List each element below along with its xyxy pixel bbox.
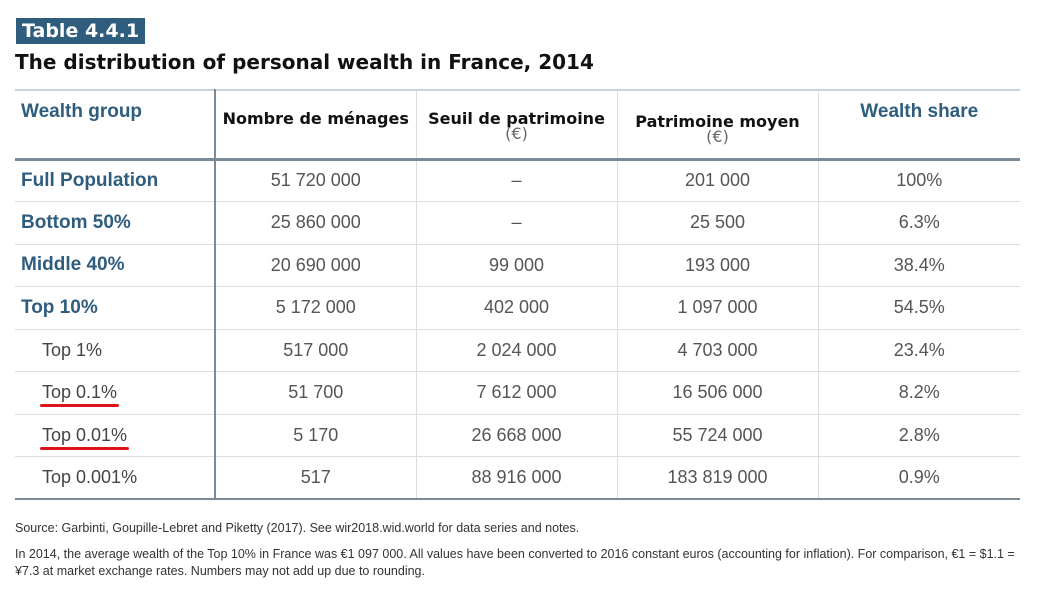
threshold-cell: 26 668 000 [415, 414, 617, 457]
table-row: Bottom 50% 25 860 000 – 25 500 6.3% [15, 201, 1020, 244]
header-wealth-group: Wealth group [21, 101, 143, 122]
households-cell: 20 690 000 [214, 244, 416, 287]
wealth-share-cell: 23.4% [817, 329, 1020, 372]
table-row: Top 0.001% 517 88 916 000 183 819 000 0.… [15, 456, 1020, 499]
header-average: Patrimoine moyen (€) [616, 90, 818, 159]
header-row: Wealth group Nombre de ménages Seuil de … [15, 90, 1020, 159]
underlined-group-label: Top 0.1% [40, 382, 120, 408]
underlined-group-label: Top 0.01% [40, 424, 130, 450]
households-cell: 5 172 000 [214, 286, 416, 329]
row-group-label-cell: Top 0.1% [15, 372, 215, 415]
wealth-share-cell: 54.5% [817, 286, 1020, 329]
threshold-cell: 88 916 000 [415, 456, 617, 499]
threshold-cell: – [415, 201, 617, 244]
table-label-badge: Table 4.4.1 [16, 18, 146, 44]
threshold-cell: 7 612 000 [415, 371, 617, 414]
table-row: Full Population 51 720 000 – 201 000 100… [15, 159, 1020, 202]
households-cell: 25 860 000 [214, 201, 416, 244]
wealth-share-cell: 0.9% [817, 456, 1020, 499]
row-group-label: Bottom 50% [21, 211, 131, 233]
households-cell: 51 700 [214, 371, 416, 414]
households-cell: 517 000 [214, 329, 416, 372]
average-wealth-cell: 1 097 000 [616, 286, 818, 329]
row-group-label: Middle 40% [21, 254, 125, 276]
average-wealth-cell: 55 724 000 [616, 414, 818, 457]
row-group-label: Top 0.01% [42, 424, 128, 445]
wealth-share-cell: 38.4% [817, 244, 1020, 287]
wealth-share-cell: 8.2% [817, 371, 1020, 414]
source-note: Source: Garbinti, Goupille-Lebret and Pi… [15, 521, 580, 535]
average-wealth-cell: 201 000 [616, 159, 818, 202]
households-cell: 517 [214, 456, 416, 499]
header-wealth-share: Wealth share [817, 90, 1020, 159]
header-average-label: Patrimoine moyen [635, 112, 800, 131]
threshold-cell: 2 024 000 [415, 329, 617, 372]
wealth-share-cell: 6.3% [817, 201, 1020, 244]
red-underline-annotation [40, 404, 120, 408]
row-group-label: Top 10% [21, 296, 98, 318]
threshold-cell: 99 000 [415, 244, 617, 287]
average-wealth-cell: 183 819 000 [616, 456, 818, 499]
header-threshold-label: Seuil de patrimoine [428, 109, 605, 128]
header-average-unit: (€) [706, 127, 729, 146]
threshold-cell: – [415, 159, 617, 202]
header-households: Nombre de ménages [214, 90, 416, 159]
threshold-cell: 402 000 [415, 286, 617, 329]
row-group-label: Top 0.001% [42, 467, 138, 487]
average-wealth-cell: 193 000 [616, 244, 818, 287]
table-row: Middle 40% 20 690 000 99 000 193 000 38.… [15, 244, 1020, 287]
table-row: Top 10% 5 172 000 402 000 1 097 000 54.5… [15, 286, 1020, 329]
row-group-label-cell: Top 0.01% [15, 414, 215, 457]
average-wealth-cell: 16 506 000 [616, 371, 818, 414]
table-row: Top 0.1% 51 700 7 612 000 16 506 000 8.2… [15, 371, 1020, 415]
header-threshold-unit: (€) [505, 124, 528, 143]
header-threshold: Seuil de patrimoine (€) [415, 90, 617, 159]
average-wealth-cell: 25 500 [616, 201, 818, 244]
wealth-share-cell: 2.8% [817, 414, 1020, 457]
wealth-share-cell: 100% [817, 159, 1020, 202]
header-households-label: Nombre de ménages [222, 109, 409, 128]
households-cell: 5 170 [214, 414, 416, 457]
explanatory-note: In 2014, the average wealth of the Top 1… [15, 547, 1015, 578]
table-row: Top 0.01% 5 170 26 668 000 55 724 000 2.… [15, 414, 1020, 457]
average-wealth-cell: 4 703 000 [616, 329, 818, 372]
wealth-distribution-table: Wealth group Nombre de ménages Seuil de … [15, 89, 1020, 500]
row-group-label: Full Population [21, 169, 159, 191]
table-row: Top 1% 517 000 2 024 000 4 703 000 23.4% [15, 329, 1020, 372]
households-cell: 51 720 000 [214, 159, 416, 202]
row-group-label: Top 1% [42, 339, 103, 360]
table-title: The distribution of personal wealth in F… [15, 50, 594, 74]
red-underline-annotation [40, 446, 130, 450]
row-group-label: Top 0.1% [42, 382, 118, 403]
